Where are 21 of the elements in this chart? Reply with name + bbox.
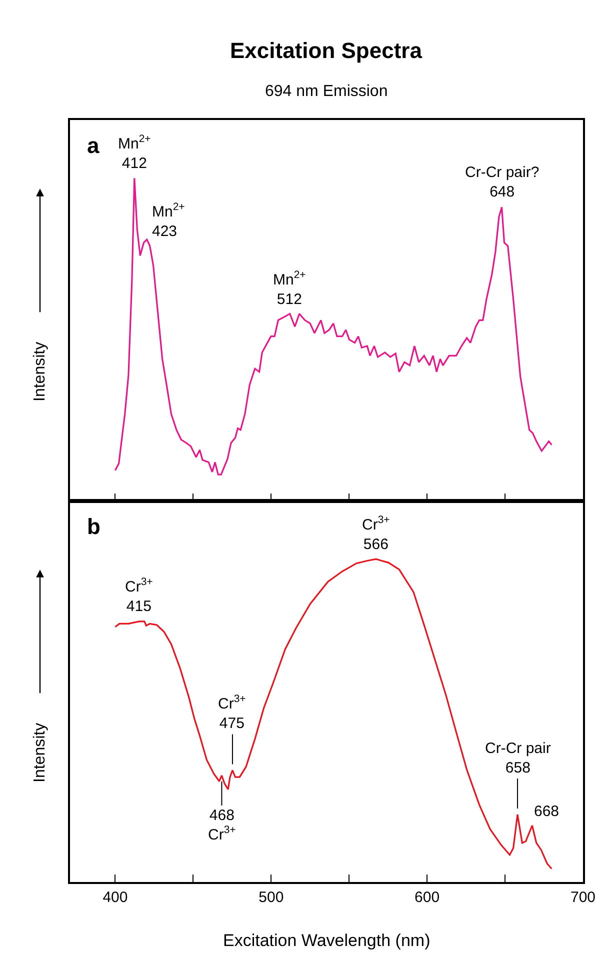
- chart-subtitle: 694 nm Emission: [265, 83, 388, 100]
- annotation: Cr$^{3+}$ 475: [218, 693, 246, 732]
- x-tick-label: 700: [570, 888, 596, 906]
- text: a: [87, 133, 100, 158]
- annotation: Mn$^{2+}$ 423: [152, 201, 185, 240]
- text: b: [87, 514, 100, 539]
- chart-title: Excitation Spectra: [230, 38, 423, 63]
- x-axis-title: Excitation Wavelength (nm): [223, 931, 430, 950]
- y-axis-title: Intensity: [32, 722, 49, 782]
- x-tick-label: 400: [102, 888, 128, 906]
- annotation: Cr$^{3+}$ 566: [362, 514, 390, 553]
- annotation: Cr$^{3+}$ 415: [125, 576, 153, 615]
- annotation: 468 Cr$^{3+}$: [208, 807, 236, 844]
- annotation: Cr-Cr pair 658: [485, 740, 551, 776]
- x-tick-label: 500: [258, 888, 284, 906]
- annotation: Mn$^{2+}$ 412: [118, 133, 151, 172]
- y-axis-title: Intensity: [32, 342, 49, 402]
- x-tick-label: 600: [414, 888, 440, 906]
- annotation: Mn$^{2+}$ 512: [273, 269, 306, 308]
- annotation: Cr-Cr pair? 648: [465, 164, 540, 200]
- annotation: 668: [534, 803, 560, 820]
